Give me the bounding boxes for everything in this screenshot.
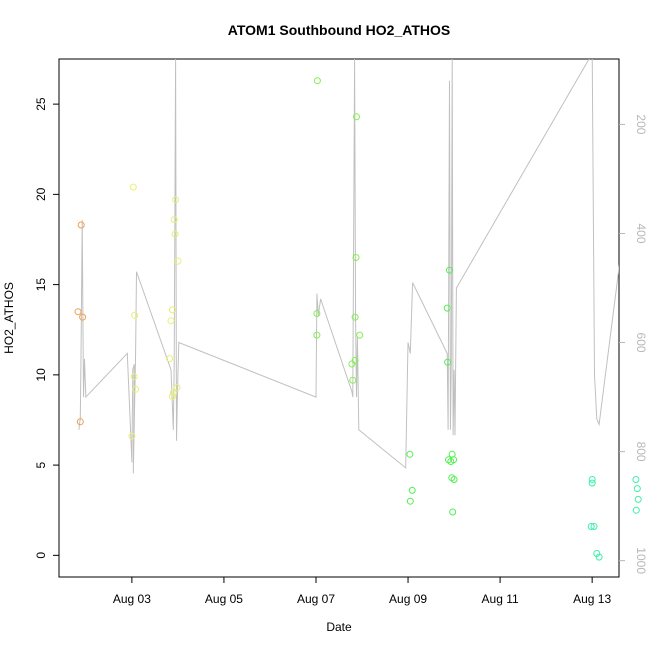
data-point [446,266,453,274]
data-point [313,310,321,317]
y-tick-label: 25 [34,97,48,111]
data-point [170,216,178,224]
data-point [171,230,179,238]
data-point [588,479,596,487]
y-tick-label: 5 [34,461,48,468]
right-tick-label: 600 [634,333,648,353]
x-tick-label: Aug 09 [389,592,427,606]
data-point [313,77,321,85]
data-point [356,331,364,339]
data-point [445,456,452,464]
x-tick-label: Aug 05 [205,592,243,606]
data-point [313,331,321,339]
y-tick-label: 20 [34,187,48,201]
data-point [174,257,182,265]
data-point [587,523,595,530]
data-point [173,384,181,391]
y-axis-label: HO2_ATHOS [2,282,16,354]
data-point [76,418,84,426]
data-point [131,311,139,319]
line-series-path [78,59,619,474]
data-point [168,393,176,400]
data-point [595,553,603,561]
data-point [633,485,641,493]
plot-frame [58,58,620,578]
right-tick-label: 200 [634,114,648,134]
data-point [450,476,458,483]
data-point [351,313,359,321]
data-point [166,355,174,363]
right-tick-label: 800 [634,442,648,462]
data-point [632,476,640,483]
right-tick-label: 1000 [634,547,648,574]
x-tick-label: Aug 03 [113,592,151,606]
y-tick-label: 15 [34,278,48,292]
data-point [169,389,177,397]
data-point [353,113,360,121]
y-tick-label: 10 [34,368,48,382]
data-point [130,373,138,381]
data-point [406,497,414,505]
x-tick-label: Aug 07 [297,592,335,606]
data-point [448,474,456,482]
data-point [443,304,451,312]
data-point [128,432,136,440]
data-point [77,221,85,229]
data-point [349,376,357,384]
data-point [406,450,414,458]
data-point [79,313,87,321]
data-point [129,183,137,191]
chart-title: ATOM1 Southbound HO2_ATHOS [228,22,450,38]
data-point [593,550,601,557]
line-series [78,59,619,474]
data-point [348,360,356,368]
x-axis: Aug 03 Aug 05 Aug 07 Aug 09 Aug 11 Aug 13 [113,577,611,606]
data-point [74,308,82,316]
y-axis-right: 200 400 600 800 1000 [619,114,648,574]
y-axis: 0 5 10 15 20 25 [34,97,59,559]
data-point [449,508,457,516]
right-tick-label: 400 [634,223,648,243]
data-point [408,486,416,494]
data-point [352,254,360,261]
data-point [632,506,640,514]
data-point [590,523,598,530]
data-point [167,317,175,325]
data-point [588,476,596,483]
x-tick-label: Aug 11 [482,592,519,606]
y-tick-label: 0 [34,552,48,559]
data-point [168,306,176,314]
data-point [172,196,180,204]
data-point [132,385,140,393]
data-point [634,495,642,503]
data-point [450,456,458,464]
x-axis-label: Date [326,620,352,634]
scatter-points [74,77,642,561]
data-point [444,358,452,366]
x-tick-label: Aug 13 [573,592,611,606]
